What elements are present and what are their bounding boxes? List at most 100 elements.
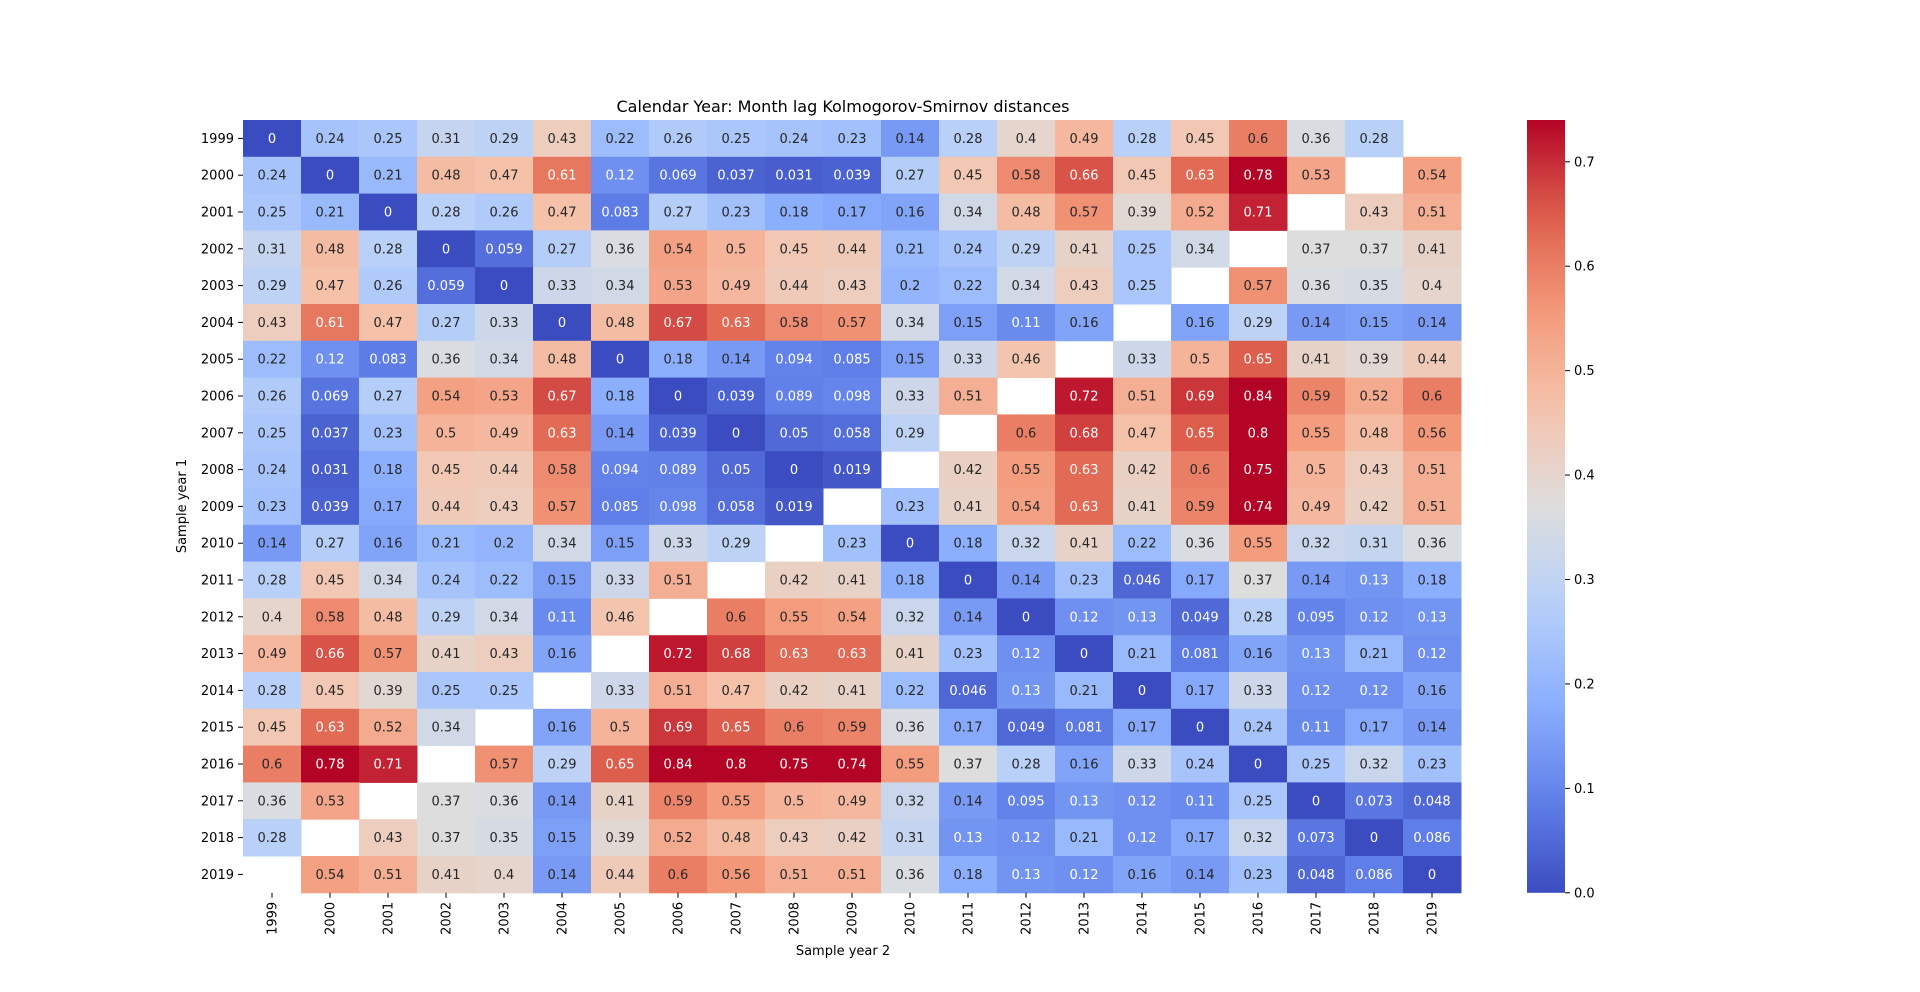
heatmap-cell xyxy=(997,340,1056,379)
cell-value-label: 0.15 xyxy=(896,353,925,368)
cell-value-label: 0.17 xyxy=(1186,684,1215,699)
cell-value-label: 0.42 xyxy=(838,831,867,846)
heatmap-cell xyxy=(1113,156,1172,195)
cell-value-label: 0.54 xyxy=(1418,169,1447,184)
heatmap-cell xyxy=(1287,598,1346,636)
cell-value-label: 0.41 xyxy=(432,647,461,662)
heatmap-cell xyxy=(707,745,766,783)
cell-value-label: 0.27 xyxy=(432,316,461,331)
heatmap-cell xyxy=(1345,488,1404,526)
y-tick-label: 2003 xyxy=(201,279,234,294)
cell-value-label: 0.49 xyxy=(258,647,287,662)
heatmap-cell xyxy=(417,267,476,305)
cell-value-label: 0.43 xyxy=(1360,463,1389,478)
heatmap-cell xyxy=(823,193,882,231)
cell-value-label: 0.53 xyxy=(664,279,693,294)
heatmap-cell xyxy=(243,120,302,158)
cell-value-label: 0.49 xyxy=(838,794,867,809)
cell-value-label: 0.36 xyxy=(490,794,519,809)
cell-value-label: 0.37 xyxy=(1244,574,1273,589)
heatmap-cell xyxy=(997,635,1056,673)
heatmap-cell xyxy=(649,193,708,231)
heatmap-cell xyxy=(591,819,650,857)
heatmap-cell xyxy=(649,414,708,452)
heatmap-cell xyxy=(1287,267,1346,305)
heatmap-cell xyxy=(1171,819,1230,857)
heatmap-cell xyxy=(1055,451,1114,489)
cell-value-label: 0.28 xyxy=(258,831,287,846)
cell-value-label: 0.21 xyxy=(1360,647,1389,662)
cell-value-label: 0.51 xyxy=(1418,500,1447,515)
cell-value-label: 0.05 xyxy=(722,463,751,478)
heatmap-cell xyxy=(1229,193,1288,231)
cell-value-label: 0.094 xyxy=(775,353,812,368)
cell-value-label: 0.43 xyxy=(780,831,809,846)
heatmap-cell xyxy=(1287,782,1346,820)
cell-value-label: 0.33 xyxy=(490,316,519,331)
heatmap-cell xyxy=(301,598,360,636)
cell-value-label: 0.32 xyxy=(1244,831,1273,846)
heatmap-cell xyxy=(881,856,940,894)
heatmap-cell xyxy=(765,561,824,599)
heatmap-cell xyxy=(1113,819,1172,857)
cell-value-label: 0.22 xyxy=(606,132,635,147)
heatmap-cell xyxy=(359,451,418,489)
cell-value-label: 0.22 xyxy=(258,353,287,368)
cell-value-label: 0.21 xyxy=(896,242,925,257)
cell-value-label: 0.42 xyxy=(780,574,809,589)
cell-value-label: 0 xyxy=(1138,684,1146,699)
heatmap-cell xyxy=(1403,745,1462,783)
cell-value-label: 0.45 xyxy=(1128,169,1157,184)
cell-value-label: 0.14 xyxy=(1418,721,1447,736)
cell-value-label: 0.086 xyxy=(1413,831,1450,846)
heatmap-cell xyxy=(1287,377,1346,415)
x-axis-label: Sample year 2 xyxy=(796,944,890,959)
heatmap-cell xyxy=(533,304,592,342)
cell-value-label: 0.44 xyxy=(606,868,635,883)
heatmap-cell xyxy=(881,377,940,415)
cell-value-label: 0.14 xyxy=(258,537,287,552)
cell-value-label: 0.33 xyxy=(896,390,925,405)
cell-value-label: 0.31 xyxy=(258,242,287,257)
heatmap-cell xyxy=(707,377,766,415)
cell-value-label: 0.48 xyxy=(548,353,577,368)
heatmap-cell xyxy=(475,304,534,342)
cell-value-label: 0.63 xyxy=(316,721,345,736)
cell-value-label: 0.12 xyxy=(1128,794,1157,809)
heatmap-cell xyxy=(1171,193,1230,231)
heatmap-cell xyxy=(1055,598,1114,636)
heatmap-cell xyxy=(591,451,650,489)
heatmap-cell xyxy=(765,340,824,379)
cell-value-label: 0.49 xyxy=(1070,132,1099,147)
cell-value-label: 0.41 xyxy=(954,500,983,515)
heatmap-cell xyxy=(881,524,940,563)
cell-value-label: 0.073 xyxy=(1297,831,1334,846)
cell-value-label: 0.23 xyxy=(1070,574,1099,589)
cell-value-label: 0.17 xyxy=(1186,574,1215,589)
cell-value-label: 0.14 xyxy=(1186,868,1215,883)
heatmap-cell xyxy=(823,672,882,710)
cell-value-label: 0.41 xyxy=(1070,242,1099,257)
cell-value-label: 0.13 xyxy=(1302,647,1331,662)
cell-value-label: 0.61 xyxy=(548,169,577,184)
y-tick-label: 2011 xyxy=(201,574,234,589)
heatmap-cell xyxy=(649,635,708,673)
cell-value-label: 0.16 xyxy=(896,206,925,221)
heatmap-cell xyxy=(301,635,360,673)
heatmap-cell xyxy=(939,598,998,636)
cell-value-label: 0.51 xyxy=(1418,463,1447,478)
cell-value-label: 0 xyxy=(1196,721,1204,736)
heatmap-cell xyxy=(591,598,650,636)
x-tick-label: 2018 xyxy=(1368,902,1383,935)
heatmap-cell xyxy=(823,819,882,857)
cell-value-label: 0.25 xyxy=(432,684,461,699)
heatmap-cell xyxy=(881,782,940,820)
cell-value-label: 0.31 xyxy=(896,831,925,846)
cell-value-label: 0.42 xyxy=(1128,463,1157,478)
cell-value-label: 0.29 xyxy=(1012,242,1041,257)
heatmap-cell xyxy=(475,340,534,379)
y-tick-label: 2008 xyxy=(201,463,234,478)
cell-value-label: 0.44 xyxy=(490,463,519,478)
heatmap-cell xyxy=(1403,414,1462,452)
heatmap-cell xyxy=(939,304,998,342)
